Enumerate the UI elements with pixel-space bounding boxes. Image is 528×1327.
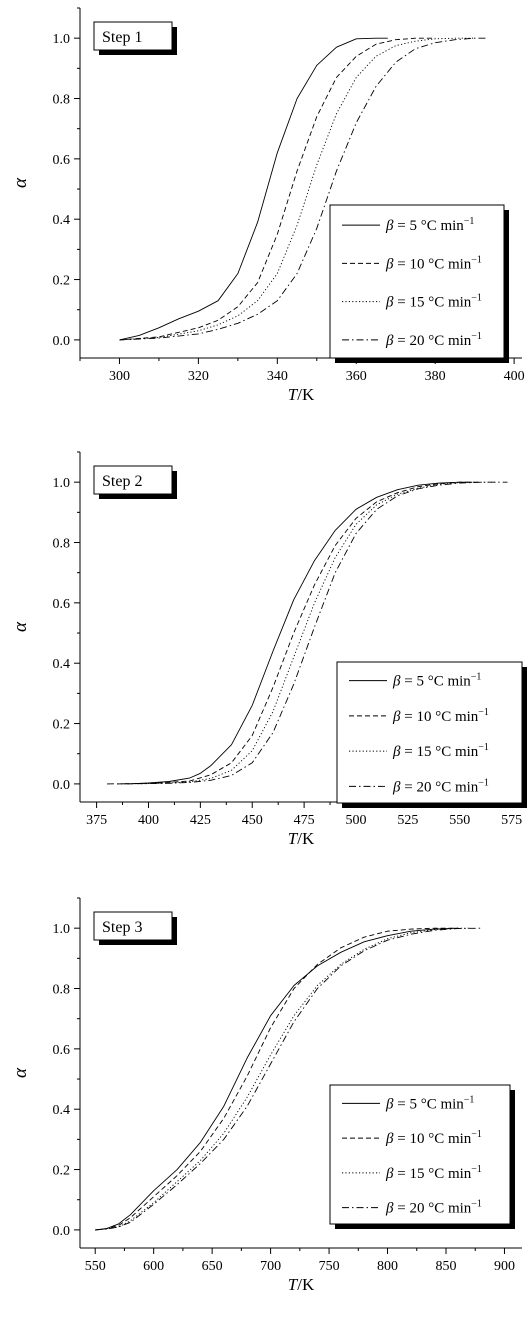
x-tick-label: 475 (294, 813, 315, 828)
legend-label-beta-5: β = 5 °C min−1 (385, 1094, 474, 1112)
y-tick-label: 0.6 (53, 597, 71, 612)
y-tick-label: 0.6 (53, 1043, 71, 1058)
y-tick-label: 0.2 (53, 1164, 71, 1179)
x-tick-label: 425 (190, 813, 211, 828)
y-axis-label: α (10, 177, 31, 188)
y-tick-label: 0.4 (53, 213, 71, 228)
y-tick-label: 0.8 (53, 983, 71, 998)
legend (329, 1084, 511, 1225)
y-tick-label: 0.4 (53, 657, 71, 672)
x-tick-label: 850 (435, 1259, 456, 1274)
x-tick-label: 900 (494, 1259, 515, 1274)
series-line-beta-5 (119, 37, 388, 341)
y-tick-label: 0.0 (53, 334, 71, 349)
series-line-beta-5 (127, 481, 473, 785)
y-axis-label: α (10, 1067, 31, 1078)
x-tick-label: 380 (425, 369, 446, 384)
x-tick-label: 600 (143, 1259, 164, 1274)
step-label: Step 3 (102, 919, 142, 936)
legend-label-beta-20: β = 20 °C min−1 (392, 777, 489, 795)
x-axis-label: T/K (288, 1275, 315, 1294)
legend-label-beta-15: β = 15 °C min−1 (392, 742, 489, 760)
legend-label-beta-10: β = 10 °C min−1 (385, 254, 482, 272)
legend-label-beta-15: β = 15 °C min−1 (385, 293, 482, 311)
x-tick-label: 400 (138, 813, 159, 828)
x-tick-label: 750 (319, 1259, 340, 1274)
series-line-beta-20 (119, 37, 487, 341)
x-tick-label: 700 (260, 1259, 281, 1274)
y-tick-label: 0.2 (53, 274, 71, 289)
step-label: Step 1 (102, 29, 142, 46)
y-tick-label: 1.0 (53, 32, 71, 47)
x-tick-label: 400 (504, 369, 525, 384)
series-line-beta-10 (117, 481, 481, 785)
y-tick-label: 1.0 (53, 922, 71, 937)
x-tick-label: 300 (109, 369, 130, 384)
series-line-beta-10 (119, 37, 436, 341)
y-tick-label: 0.2 (53, 718, 71, 733)
panel-step-1: 300 320 340 360 380 400 0.0 0.2 0.4 0.6 0.8 1.0 T/K α… (10, 7, 525, 404)
legend (336, 661, 523, 804)
series-line-beta-10 (95, 927, 458, 1231)
series-line-beta-20 (106, 481, 508, 785)
x-tick-label: 450 (242, 813, 263, 828)
x-axis-label: T/K (288, 385, 315, 404)
y-axis-label: α (10, 621, 31, 632)
legend-label-beta-10: β = 10 °C min−1 (385, 1129, 482, 1147)
y-tick-label: 0.0 (53, 1224, 71, 1239)
panel-step-2: 375 400 425 450 475 500 525 550 575 0.0 0.2 0.4 0.6 0… (10, 451, 527, 848)
legend-label-beta-20: β = 20 °C min−1 (385, 1199, 482, 1217)
step-label-box (93, 21, 173, 51)
x-tick-label: 500 (345, 813, 366, 828)
legend-label-beta-15: β = 15 °C min−1 (385, 1164, 482, 1182)
x-tick-label: 575 (501, 813, 522, 828)
legend-label-beta-10: β = 10 °C min−1 (392, 707, 489, 725)
panel-step-3: 550 600 650 700 750 800 850 900 0.0 0.2 0.4 0.6 0.8 1… (10, 897, 522, 1294)
y-tick-label: 0.0 (53, 778, 71, 793)
legend-label-beta-5: β = 5 °C min−1 (392, 672, 481, 690)
series-line-beta-20 (95, 927, 482, 1231)
x-tick-label: 375 (86, 813, 107, 828)
legend-label-beta-20: β = 20 °C min−1 (385, 331, 482, 349)
y-tick-label: 0.6 (53, 153, 71, 168)
x-tick-label: 320 (188, 369, 209, 384)
x-tick-label: 550 (85, 1259, 106, 1274)
y-tick-label: 1.0 (53, 476, 71, 491)
x-tick-label: 340 (267, 369, 288, 384)
x-tick-label: 800 (377, 1259, 398, 1274)
series-line-beta-5 (95, 927, 458, 1231)
legend-label-beta-5: β = 5 °C min−1 (385, 216, 474, 234)
x-axis-label: T/K (288, 829, 315, 848)
x-tick-label: 650 (202, 1259, 223, 1274)
x-tick-label: 360 (346, 369, 367, 384)
x-tick-label: 525 (397, 813, 418, 828)
series-line-beta-15 (119, 37, 475, 341)
step-label: Step 2 (102, 473, 142, 490)
series-line-beta-15 (95, 927, 470, 1231)
y-tick-label: 0.8 (53, 537, 71, 552)
y-tick-label: 0.8 (53, 93, 71, 108)
y-tick-label: 0.4 (53, 1103, 71, 1118)
legend (329, 204, 505, 359)
step-label-box (93, 911, 173, 941)
x-tick-label: 550 (449, 813, 470, 828)
step-label-box (93, 465, 173, 495)
